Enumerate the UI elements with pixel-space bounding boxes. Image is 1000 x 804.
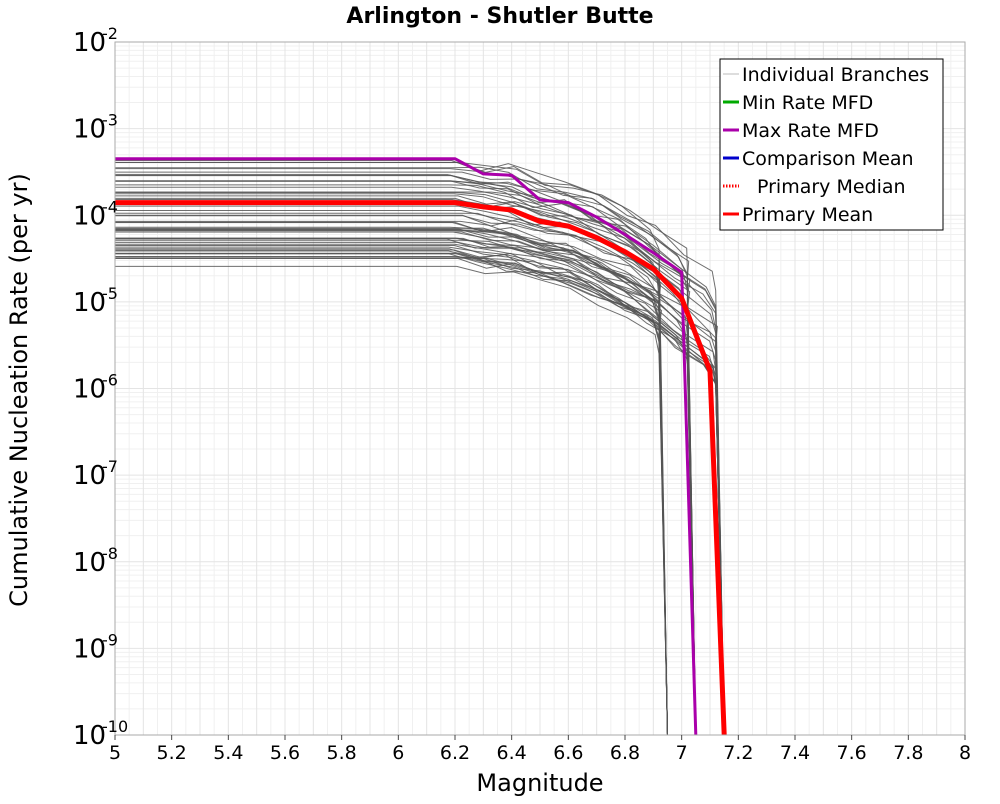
y-tick-label: 10 — [73, 115, 106, 145]
x-tick-label: 5.2 — [157, 742, 187, 764]
individual-branch-line — [115, 214, 725, 736]
y-tick-label: 10 — [73, 375, 106, 405]
individual-branch-line — [115, 227, 725, 736]
x-tick-label: 6.2 — [440, 742, 470, 764]
x-tick-label: 7.4 — [780, 742, 810, 764]
y-tick-exponent: -8 — [102, 544, 118, 563]
x-tick-label: 5 — [109, 742, 121, 764]
individual-branch-line — [115, 171, 697, 736]
x-tick-label: 6.8 — [610, 742, 640, 764]
primary-mean-line — [115, 200, 727, 736]
individual-branch-line — [115, 166, 697, 736]
plot-frame — [114, 41, 966, 736]
y-tick-label: 10 — [73, 548, 106, 578]
legend-label-primary-median: Primary Median — [757, 176, 906, 198]
x-tick-label: 7.2 — [723, 742, 753, 764]
x-tick-label: 5.6 — [270, 742, 300, 764]
individual-branch-line — [115, 246, 697, 736]
y-tick-exponent: -3 — [102, 111, 118, 130]
legend-label-comparison-mean: Comparison Mean — [742, 148, 914, 170]
y-tick-label: 10 — [73, 28, 106, 58]
individual-branch-line — [115, 228, 697, 736]
y-tick-label: 10 — [73, 201, 106, 231]
chart-title: Arlington - Shutler Butte — [346, 4, 653, 29]
y-tick-exponent: -10 — [102, 717, 128, 736]
individual-branch-line — [115, 248, 697, 736]
y-tick-exponent: -5 — [102, 284, 118, 303]
y-tick-label: 10 — [73, 721, 106, 751]
legend-label-primary-mean: Primary Mean — [742, 204, 873, 226]
x-tick-label: 6.6 — [553, 742, 583, 764]
x-tick-label: 7.8 — [893, 742, 923, 764]
y-tick-exponent: -2 — [102, 24, 118, 43]
x-tick-label: 6 — [392, 742, 404, 764]
y-tick-label: 10 — [73, 461, 106, 491]
individual-branch-line — [115, 253, 725, 736]
legend: Individual Branches Min Rate MFD Max Rate … — [719, 58, 944, 231]
x-axis-label: Magnitude — [476, 769, 603, 797]
individual-branch-line — [115, 231, 668, 736]
y-tick-label: 10 — [73, 634, 106, 664]
x-tick-label: 7 — [676, 742, 688, 764]
legend-box — [719, 58, 944, 231]
individual-branch-line — [115, 191, 697, 736]
x-tick-label: 7.6 — [837, 742, 867, 764]
legend-label-min-rate-mfd: Min Rate MFD — [742, 92, 873, 114]
individual-branch-line — [115, 174, 725, 736]
x-tick-label: 6.4 — [497, 742, 527, 764]
x-tick-label: 8 — [959, 742, 971, 764]
individual-branch-line — [115, 252, 725, 736]
y-tick-exponent: -9 — [102, 630, 118, 649]
legend-label-individual-branches: Individual Branches — [742, 64, 929, 86]
x-tick-label: 5.8 — [327, 742, 357, 764]
individual-branch-line — [115, 265, 668, 736]
y-tick-exponent: -6 — [102, 371, 118, 390]
y-tick-exponent: -7 — [102, 457, 118, 476]
y-tick-label: 10 — [73, 288, 106, 318]
individual-branch-line — [115, 241, 725, 736]
individual-branch-line — [115, 250, 725, 736]
individual-branch-line — [115, 192, 725, 736]
individual-branch-line — [115, 215, 668, 736]
y-axis-label: Cumulative Nucleation Rate (per yr) — [5, 173, 33, 607]
individual-branch-line — [115, 162, 697, 736]
x-tick-label: 5.4 — [213, 742, 243, 764]
max-rate-mfd-line — [115, 157, 698, 736]
y-tick-exponent: -4 — [102, 197, 118, 216]
legend-label-max-rate-mfd: Max Rate MFD — [742, 120, 879, 142]
